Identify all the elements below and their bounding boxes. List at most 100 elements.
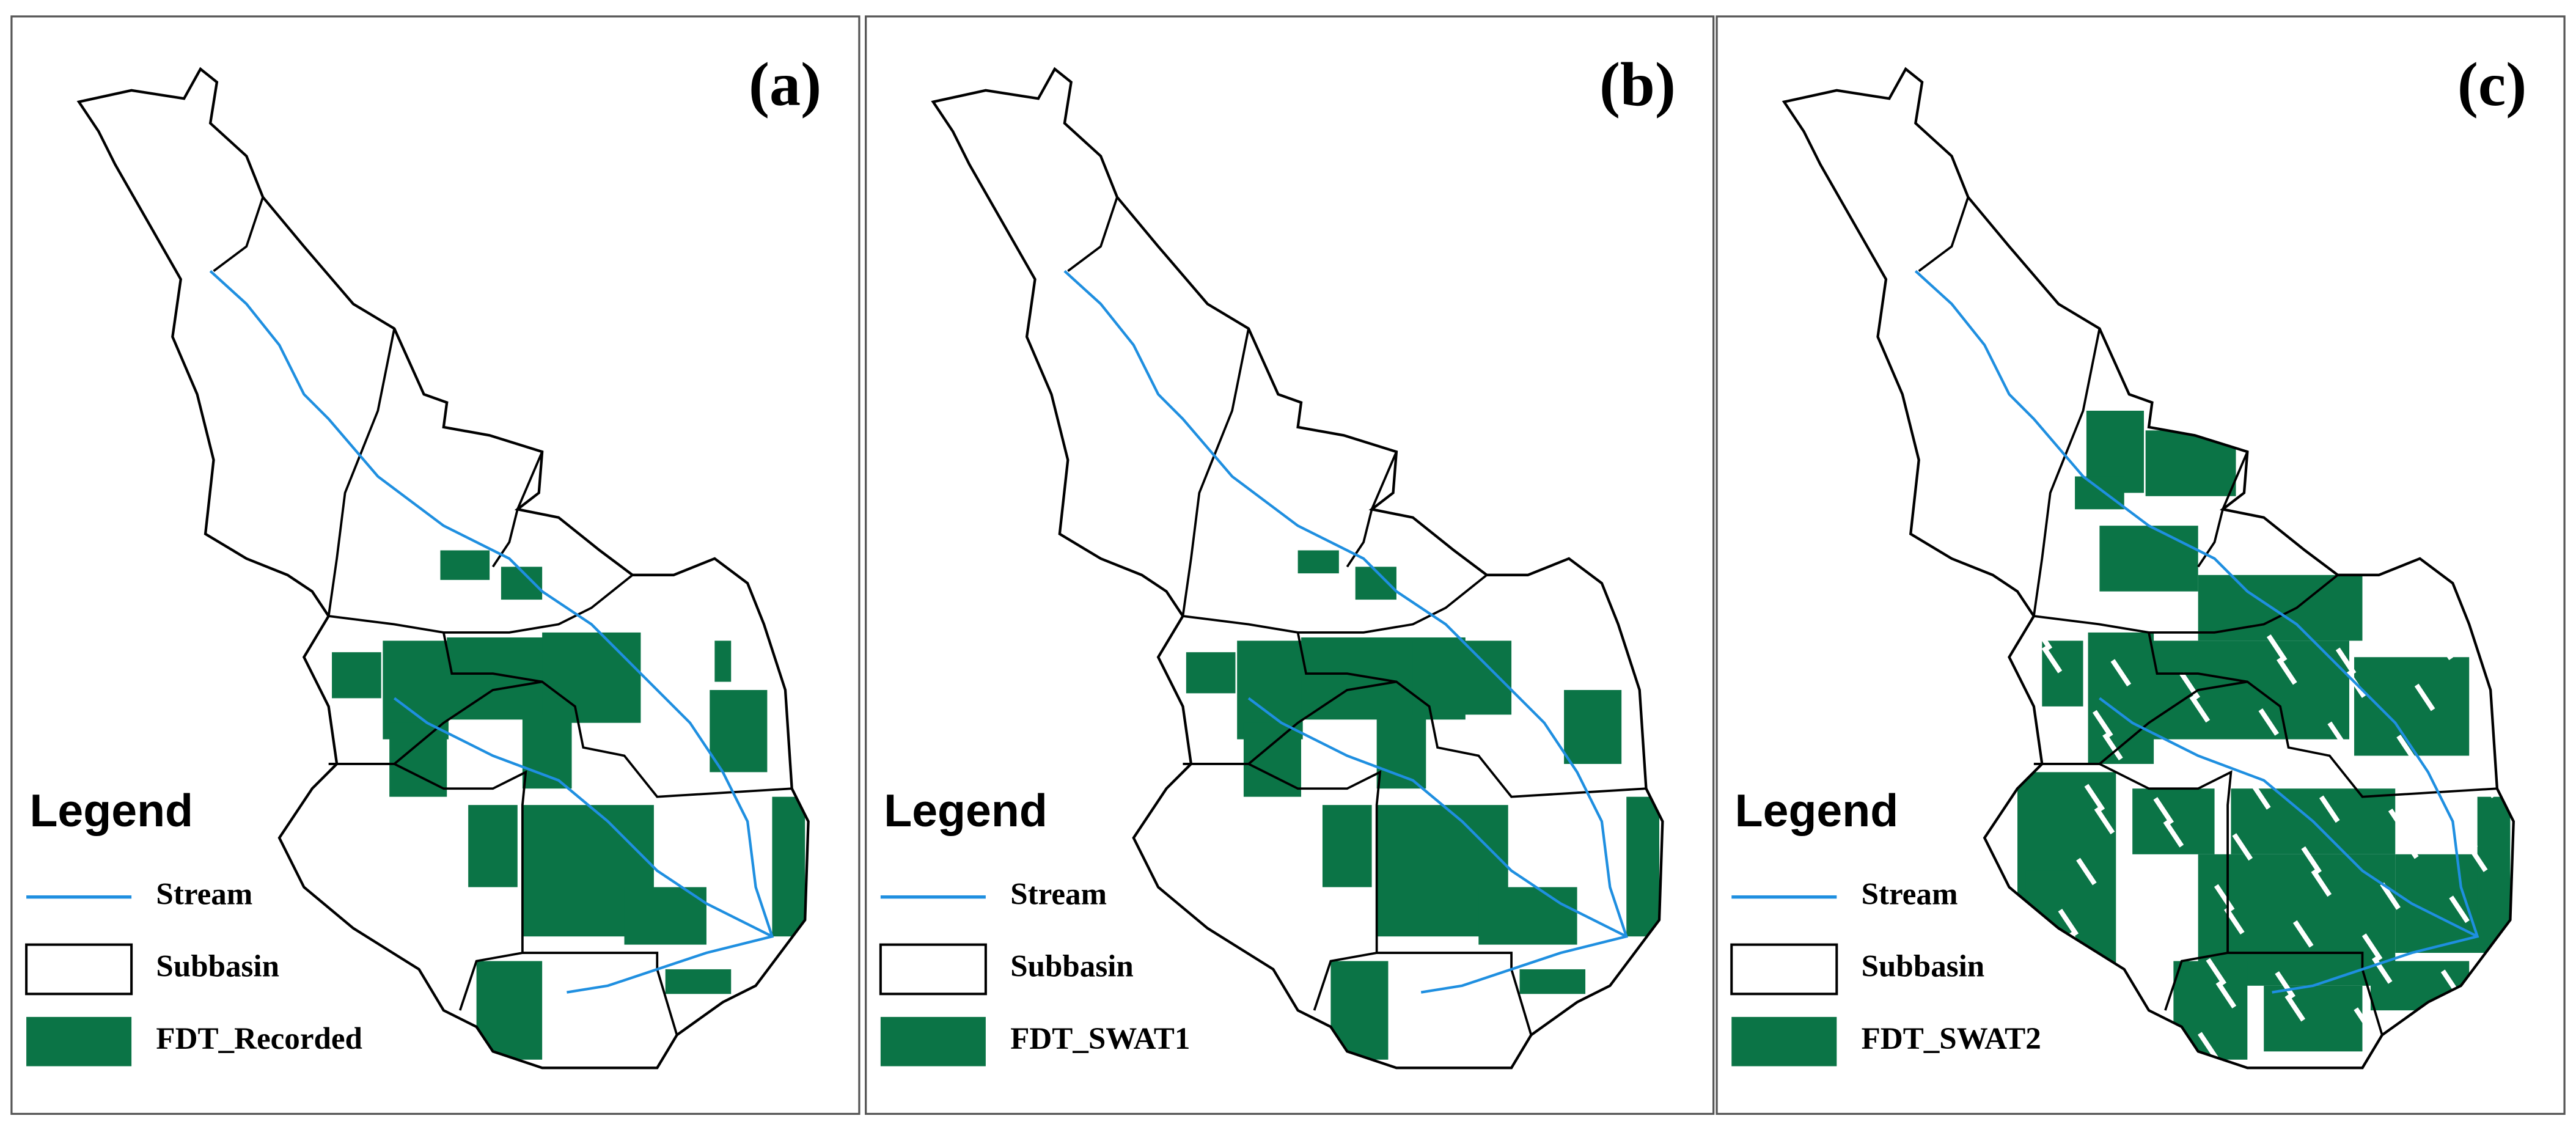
legend-fdt-symbol (26, 1016, 132, 1066)
field-speckle (2277, 657, 2297, 685)
panel-label: (a) (749, 50, 821, 119)
fdt-field (1376, 714, 1426, 789)
field-speckle (2414, 683, 2435, 711)
field-speckle (2398, 831, 2419, 859)
field-speckle (2337, 744, 2358, 772)
fdt-field (1322, 805, 1372, 887)
subbasin-boundary (1918, 155, 1970, 273)
legend-title: Legend (1735, 785, 1899, 836)
subbasin-boundary (1248, 763, 1382, 1011)
fdt-field (624, 887, 706, 945)
field-speckle (2145, 871, 2166, 898)
field-speckle (2240, 759, 2261, 787)
fdt-field (440, 550, 490, 580)
legend-item: Subbasin (1862, 949, 1985, 984)
subbasin-boundary (327, 328, 396, 617)
legend-item: Subbasin (156, 949, 279, 984)
field-speckle (2354, 1007, 2374, 1035)
fdt-field (332, 652, 381, 699)
field-speckle (2327, 721, 2348, 749)
fdt-field (710, 689, 768, 773)
subbasin-boundary (1181, 328, 1250, 617)
field-speckle (2084, 784, 2105, 812)
field-speckle (2388, 808, 2409, 836)
fdt-field (2099, 526, 2198, 592)
field-speckle (2153, 797, 2174, 824)
field-speckle (2475, 771, 2496, 798)
field-speckle (2275, 971, 2295, 999)
field-speckle (2215, 981, 2237, 1009)
fdt-field (2477, 796, 2511, 945)
fdt-field (1186, 652, 1236, 694)
fdt-field (2354, 657, 2470, 756)
legend-fdt-symbol (880, 1016, 986, 1066)
field-speckle (2058, 908, 2079, 936)
field-speckle (2266, 634, 2288, 662)
fdt-field (1412, 641, 1512, 715)
fdt-field (714, 641, 732, 682)
subbasin-boundary (328, 574, 634, 634)
subbasin-boundary (213, 155, 265, 273)
field-speckle (2284, 994, 2306, 1022)
subbasin-boundary (1376, 952, 1533, 1036)
stream (1063, 270, 1629, 994)
subbasin-boundary (2228, 952, 2383, 1036)
map-panel: (a) Legend Stream Subbasin FDT_Recorded (10, 15, 861, 1115)
field-speckle (2335, 647, 2357, 675)
field-speckle (2319, 795, 2340, 823)
field-speckle (2155, 894, 2176, 922)
subbasin-boundary (2033, 328, 2101, 617)
stream (1914, 270, 2479, 994)
field-speckle (2076, 857, 2097, 886)
fdt-area (2017, 411, 2511, 1060)
legend-subbasin-symbol (25, 943, 133, 996)
field-speckle (2250, 782, 2271, 810)
fdt-field (1519, 969, 1586, 994)
field-speckle (2361, 933, 2383, 961)
subbasin-boundary (442, 632, 543, 683)
legend-item: FDT_Recorded (156, 1021, 362, 1056)
subbasin-boundary (1296, 632, 1397, 683)
field-speckle (2449, 895, 2470, 923)
panel-frame (10, 15, 861, 1115)
fdt-field (2088, 632, 2154, 764)
field-speckle (2171, 746, 2192, 774)
fdt-field (542, 632, 641, 723)
fdt-field (2075, 476, 2124, 510)
field-speckle (2031, 623, 2053, 651)
fdt-field (2152, 641, 2349, 740)
fdt-field (468, 805, 518, 887)
panel-label: (b) (1599, 50, 1676, 119)
legend-item: Subbasin (1010, 949, 1134, 984)
field-speckle (2311, 869, 2332, 897)
field-speckle (2457, 821, 2478, 850)
legend-fdt-symbol (1731, 1016, 1837, 1066)
legend-item: Stream (1862, 876, 1958, 911)
field-speckle (2094, 807, 2115, 835)
field-speckle (2214, 884, 2235, 912)
legend-item: Stream (1010, 876, 1107, 911)
field-speckle (2232, 833, 2253, 861)
field-speckle (2432, 633, 2453, 661)
subbasin-boundary (2099, 763, 2233, 1011)
field-speckle (2301, 846, 2322, 874)
fdt-field (772, 796, 805, 937)
subbasin-boundary (1183, 574, 1488, 634)
legend-item: Stream (156, 876, 252, 911)
panel-frame (865, 15, 1715, 1115)
map-panel: (c) Legend Stream Subbasin FDT_SWAT2 (1715, 15, 2566, 1115)
fdt-field (1564, 689, 1622, 764)
field-speckle (2406, 757, 2427, 785)
stream (209, 270, 774, 994)
fdt-field (1626, 796, 1659, 937)
subbasin-boundary (2148, 632, 2248, 683)
fdt-field (2264, 985, 2363, 1052)
legend-item: FDT_SWAT1 (1010, 1021, 1190, 1056)
subbasin-boundary (1067, 155, 1118, 273)
field-speckle (2092, 710, 2113, 738)
fdt-field (665, 969, 732, 994)
subbasin-boundary (328, 680, 792, 798)
fdt-field (1297, 550, 1339, 574)
field-speckle (2380, 882, 2401, 910)
legend-item: FDT_SWAT2 (1862, 1021, 2041, 1056)
